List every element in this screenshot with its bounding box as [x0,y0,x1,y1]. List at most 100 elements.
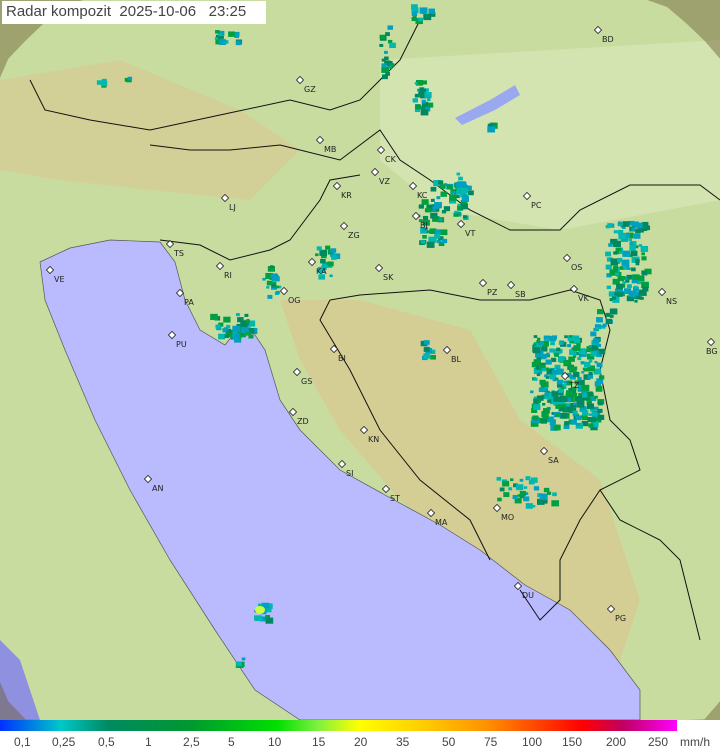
echo-cell [559,412,567,419]
echo-cell [613,230,618,234]
city-label: NS [666,297,677,306]
echo-cell [541,340,549,347]
echo-cell [611,296,616,300]
echo-cell [588,359,593,363]
echo-cell [265,272,273,280]
echo-cell [414,107,421,113]
city-label: PC [531,201,542,210]
city-marker-icon [657,287,667,297]
echo-cell [426,102,434,108]
echo-cell [597,414,605,420]
echo-cell [538,340,545,346]
city-label: ZD [297,417,309,426]
echo-cell [569,374,576,380]
echo-cell [510,478,514,482]
echo-cell [555,404,561,409]
echo-cell [421,99,427,104]
echo-cell [547,399,552,403]
echo-cell [532,504,536,508]
echo-cell [635,295,641,300]
echo-cell [596,378,604,384]
echo-cell [265,614,271,619]
echo-cell [567,344,572,348]
echo-cell [381,66,389,73]
echo-cell [565,392,573,398]
echo-cell [545,338,549,341]
echo-cell [536,340,540,344]
echo-cell [537,498,545,505]
echo-cell [617,229,624,235]
echo-cell [316,246,322,251]
city-marker-icon [513,581,523,591]
legend-tick: 0,5 [98,735,115,749]
echo-cell [586,353,595,360]
echo-cell [567,335,575,342]
echo-cell [550,341,555,346]
legend-tick: 20 [354,735,368,749]
echo-cell [594,324,602,330]
echo-cell [572,386,577,391]
echo-cell [237,331,242,335]
echo-cell [387,25,393,30]
echo-cell [418,204,424,209]
echo-cell [547,491,552,495]
echo-cell [623,288,632,294]
city-marker-icon [315,135,325,145]
echo-cell [633,233,641,239]
echo-cell [384,60,391,66]
title-time: 23:25 [208,3,247,20]
echo-cell [635,258,640,263]
echo-cell [627,267,631,271]
echo-cell [423,340,430,345]
echo-cell [455,195,460,199]
echo-cell [617,275,625,282]
echo-cell [618,233,627,240]
echo-cell [423,105,431,112]
lake-balaton [455,85,520,125]
echo-cell [384,50,388,54]
echo-cell [388,60,393,65]
echo-cell [573,345,581,351]
city-marker-icon [562,253,572,263]
title-text: Radar kompozit [6,3,112,20]
city-label: KN [368,435,379,444]
city-marker-icon [359,425,369,435]
city-label: VT [465,229,475,238]
echo-cell [460,187,468,194]
echo-cell [422,219,430,226]
echo-cell [622,281,626,284]
echo-cell [631,227,636,231]
echo-cell [411,4,418,10]
echo-cell [218,30,225,36]
echo-cell [612,292,620,299]
echo-cell [549,420,556,426]
echo-cell [588,413,592,416]
echo-cell [237,317,244,323]
echo-cell [460,203,468,210]
echo-cell [541,411,549,417]
echo-cell [389,42,396,49]
echo-cell [528,479,535,485]
city-label: KA [316,267,327,276]
echo-cell [434,202,442,209]
echo-cell [591,411,598,417]
echo-cell [385,32,390,37]
echo-cell [613,267,618,271]
echo-cell [427,98,431,102]
echo-cell [441,209,447,214]
echo-cell [240,326,249,334]
echo-cell [538,364,546,371]
echo-cell [240,321,248,328]
echo-cell [381,58,386,62]
city-label: SI [346,469,353,478]
echo-cell [224,334,229,338]
echo-cell [553,396,560,402]
echo-cell [267,266,276,272]
echo-cell [433,180,441,187]
echo-cell [545,376,549,379]
city-marker-icon [288,407,298,417]
city-label: DU [522,591,534,600]
city-label: CK [385,155,397,164]
echo-cell [434,233,441,239]
city-label: BG [706,347,718,356]
